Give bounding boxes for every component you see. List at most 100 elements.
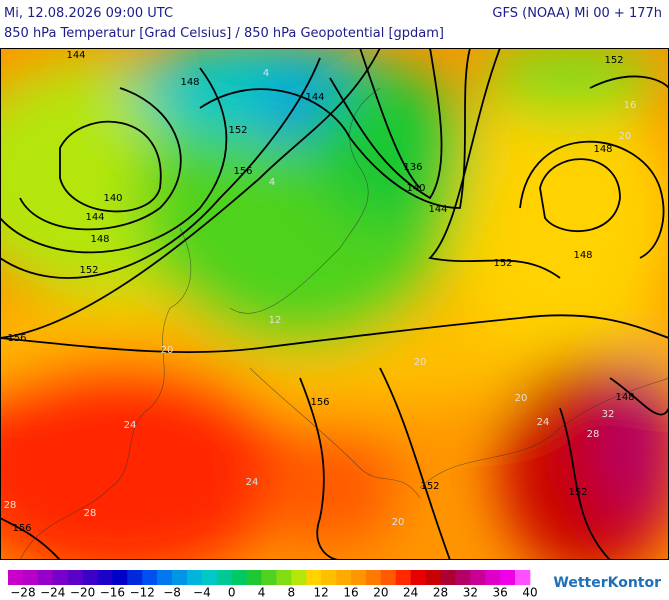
geopotential-label: 152 — [568, 487, 587, 498]
colorbar-label: −4 — [193, 586, 211, 600]
subtitle: 850 hPa Temperatur [Grad Celsius] / 850 … — [4, 26, 445, 41]
geopotential-label: 148 — [90, 234, 109, 245]
colorbar-cell — [515, 570, 531, 585]
colorbar-label: 32 — [463, 586, 478, 600]
colorbar-cell — [82, 570, 98, 585]
geopotential-label: 136 — [403, 162, 422, 173]
colorbar-cell — [22, 570, 39, 585]
colorbar-cell — [470, 570, 486, 585]
colorbar-cell — [8, 570, 24, 585]
temperature-label: 28 — [4, 500, 17, 511]
temperature-field — [0, 48, 669, 560]
geopotential-label: 152 — [420, 481, 439, 492]
colorbar-cell — [157, 570, 173, 585]
geopotential-label: 152 — [228, 125, 247, 136]
temperature-label: 20 — [392, 517, 405, 528]
temperature-label: 20 — [515, 393, 528, 404]
coastlines — [19, 87, 669, 560]
colorbar-cell — [142, 570, 158, 585]
colorbar-cell — [425, 570, 441, 585]
temperature-label: 4 — [263, 68, 269, 79]
geopotential-label: 152 — [79, 265, 98, 276]
geopotential-label: 140 — [406, 183, 425, 194]
geopotential-label: 156 — [310, 397, 329, 408]
model-run: GFS (NOAA) Mi 00 + 177h — [492, 6, 662, 21]
colorbar-cell — [201, 570, 218, 585]
temperature-label: 28 — [84, 508, 97, 519]
datetime: Mi, 12.08.2026 09:00 UTC — [4, 6, 174, 21]
colorbar-cell — [112, 570, 128, 585]
colorbar-label: −24 — [40, 586, 65, 600]
geopotential-label: 148 — [615, 392, 634, 403]
geopotential-label: 156 — [233, 166, 252, 177]
colorbar-cell — [186, 570, 203, 585]
geopotential-label: 144 — [428, 204, 447, 215]
geopotential-label: 144 — [66, 50, 85, 61]
colorbar-cell — [395, 570, 411, 585]
colorbar-label: 40 — [522, 586, 537, 600]
colorbar-cell — [246, 570, 262, 585]
geopotential-label: 156 — [7, 333, 26, 344]
colorbar: −28 −24 −20 −16 −12 −8 −4 0 4 8 12 16 20 24 28 32 36 40 — [8, 570, 538, 600]
colorbar-label: −20 — [70, 586, 95, 600]
temperature-label: 20 — [161, 345, 174, 356]
colorbar-cell — [97, 570, 113, 585]
colorbar-label: 16 — [343, 586, 358, 600]
colorbar-label: 24 — [403, 586, 418, 600]
colorbar-label: −28 — [10, 586, 35, 600]
temperature-label: 16 — [624, 100, 637, 111]
colorbar-cell — [500, 570, 516, 585]
colorbar-label: 8 — [288, 586, 296, 600]
brand-logo: WetterKontor — [553, 575, 661, 591]
colorbar-label: −8 — [163, 586, 181, 600]
temperature-label: 28 — [587, 429, 600, 440]
colorbar-cell — [172, 570, 188, 585]
colorbar-cell — [306, 570, 322, 585]
geopotential-label: 144 — [305, 92, 324, 103]
temperature-label: 20 — [414, 357, 427, 368]
geopotential-label: 148 — [593, 144, 612, 155]
colorbar-cell — [37, 570, 54, 585]
colorbar-cell — [67, 570, 83, 585]
temperature-label: 20 — [619, 131, 632, 142]
colorbar-cell — [365, 570, 382, 585]
geopotential-label: 152 — [493, 258, 512, 269]
colorbar-cell — [261, 570, 277, 585]
colorbar-label: 0 — [228, 586, 236, 600]
temperature-label: 24 — [246, 477, 259, 488]
colorbar-cell — [231, 570, 247, 585]
colorbar-cell — [336, 570, 352, 585]
colorbar-label: 4 — [258, 586, 266, 600]
map: 1441481441521561401441481521561361401441… — [0, 48, 669, 560]
temperature-label: 32 — [602, 409, 615, 420]
colorbar-label: 28 — [433, 586, 448, 600]
temperature-label: 12 — [269, 315, 282, 326]
geopotential-label: 148 — [180, 77, 199, 88]
geopotential-label: 156 — [12, 523, 31, 534]
colorbar-cell — [455, 570, 471, 585]
colorbar-label: −12 — [130, 586, 155, 600]
geopotential-label: 144 — [85, 212, 104, 223]
geopotential-label: 148 — [573, 250, 592, 261]
colorbar-label: 12 — [314, 586, 329, 600]
colorbar-cell — [351, 570, 367, 585]
colorbar-cell — [410, 570, 426, 585]
geopotential-label: 140 — [103, 193, 122, 204]
colorbar-label: −16 — [100, 586, 125, 600]
colorbar-cell — [380, 570, 397, 585]
temperature-label: 4 — [269, 177, 275, 188]
colorbar-cell — [291, 570, 307, 585]
colorbar-label: 36 — [493, 586, 508, 600]
colorbar-cell — [127, 570, 143, 585]
colorbar-cell — [52, 570, 68, 585]
geopotential-contours — [0, 48, 669, 560]
temperature-label: 24 — [124, 420, 137, 431]
colorbar-cell — [485, 570, 501, 585]
colorbar-cell — [216, 570, 233, 585]
colorbar-label: 20 — [373, 586, 388, 600]
colorbar-cell — [440, 570, 456, 585]
colorbar-cell — [321, 570, 337, 585]
temperature-label: 24 — [537, 417, 550, 428]
geopotential-label: 152 — [604, 55, 623, 66]
